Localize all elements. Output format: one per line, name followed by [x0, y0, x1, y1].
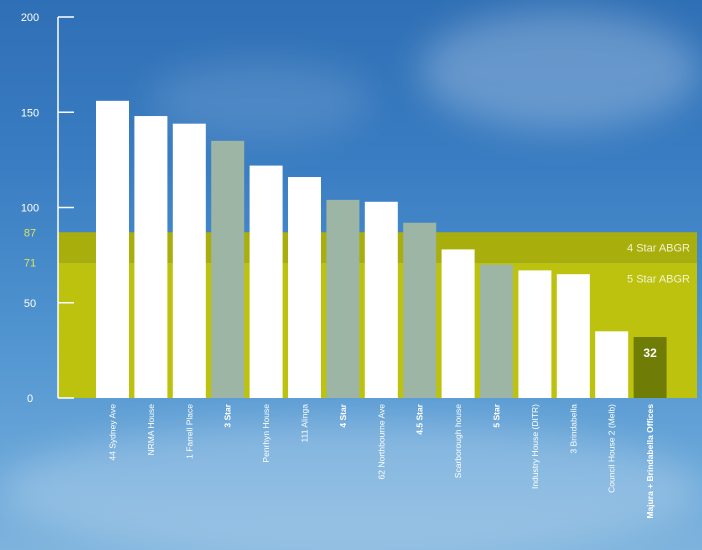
x-tick-label: NRMA House [146, 404, 156, 456]
x-tick-label: 44 Sydney Ave [108, 404, 118, 461]
x-tick-label: Penrhyn House [261, 404, 271, 463]
x-tick-label: 1 Farrell Place [184, 404, 194, 459]
band-threshold-label: 87 [24, 227, 36, 239]
cloud-decoration [420, 10, 700, 130]
bar-benchmark [211, 140, 245, 398]
x-tick-label: 5 Star [492, 403, 502, 427]
bar-building [441, 249, 475, 398]
y-tick-label: 200 [21, 12, 39, 24]
bar-building [595, 331, 629, 398]
x-tick-label: 4 Star [338, 403, 348, 427]
y-tick-label: 50 [24, 298, 36, 310]
bar-building [172, 123, 206, 399]
band-label-5-star: 5 Star ABGR [627, 274, 690, 286]
bar-building [364, 201, 398, 398]
bar-building [518, 270, 552, 398]
bar-highlight [633, 337, 667, 398]
y-tick-label: 150 [21, 107, 39, 119]
x-tick-label: 111 Alinga [300, 404, 310, 443]
band-label-4-star: 4 Star ABGR [627, 243, 690, 255]
x-tick-label: Council House 2 (Melb) [607, 404, 617, 493]
bar-building [556, 274, 590, 398]
y-tick-label: 100 [21, 203, 39, 215]
x-tick-label: 3 Brindabella [568, 404, 578, 454]
bar-benchmark [480, 264, 513, 398]
x-tick-label: 62 Northbourne Ave [376, 404, 386, 480]
x-tick-label: 4.5 Star [415, 403, 425, 434]
bar-benchmark [403, 222, 437, 398]
bar-benchmark [326, 199, 360, 398]
bar-building [288, 177, 321, 398]
bar-building [249, 165, 283, 398]
y-tick-label: 0 [27, 393, 33, 405]
bar-building [96, 100, 129, 398]
x-tick-label: Scarborough house [453, 404, 463, 478]
x-tick-label: 3 Star [223, 403, 233, 427]
bar-building [134, 116, 168, 398]
data-label: 32 [643, 346, 657, 360]
cloud-decoration [0, 420, 702, 550]
x-tick-label: Industry House (DITR) [530, 404, 540, 489]
x-tick-label: Majura + Brindabella Offices [645, 404, 655, 519]
band-threshold-label: 71 [24, 258, 36, 270]
